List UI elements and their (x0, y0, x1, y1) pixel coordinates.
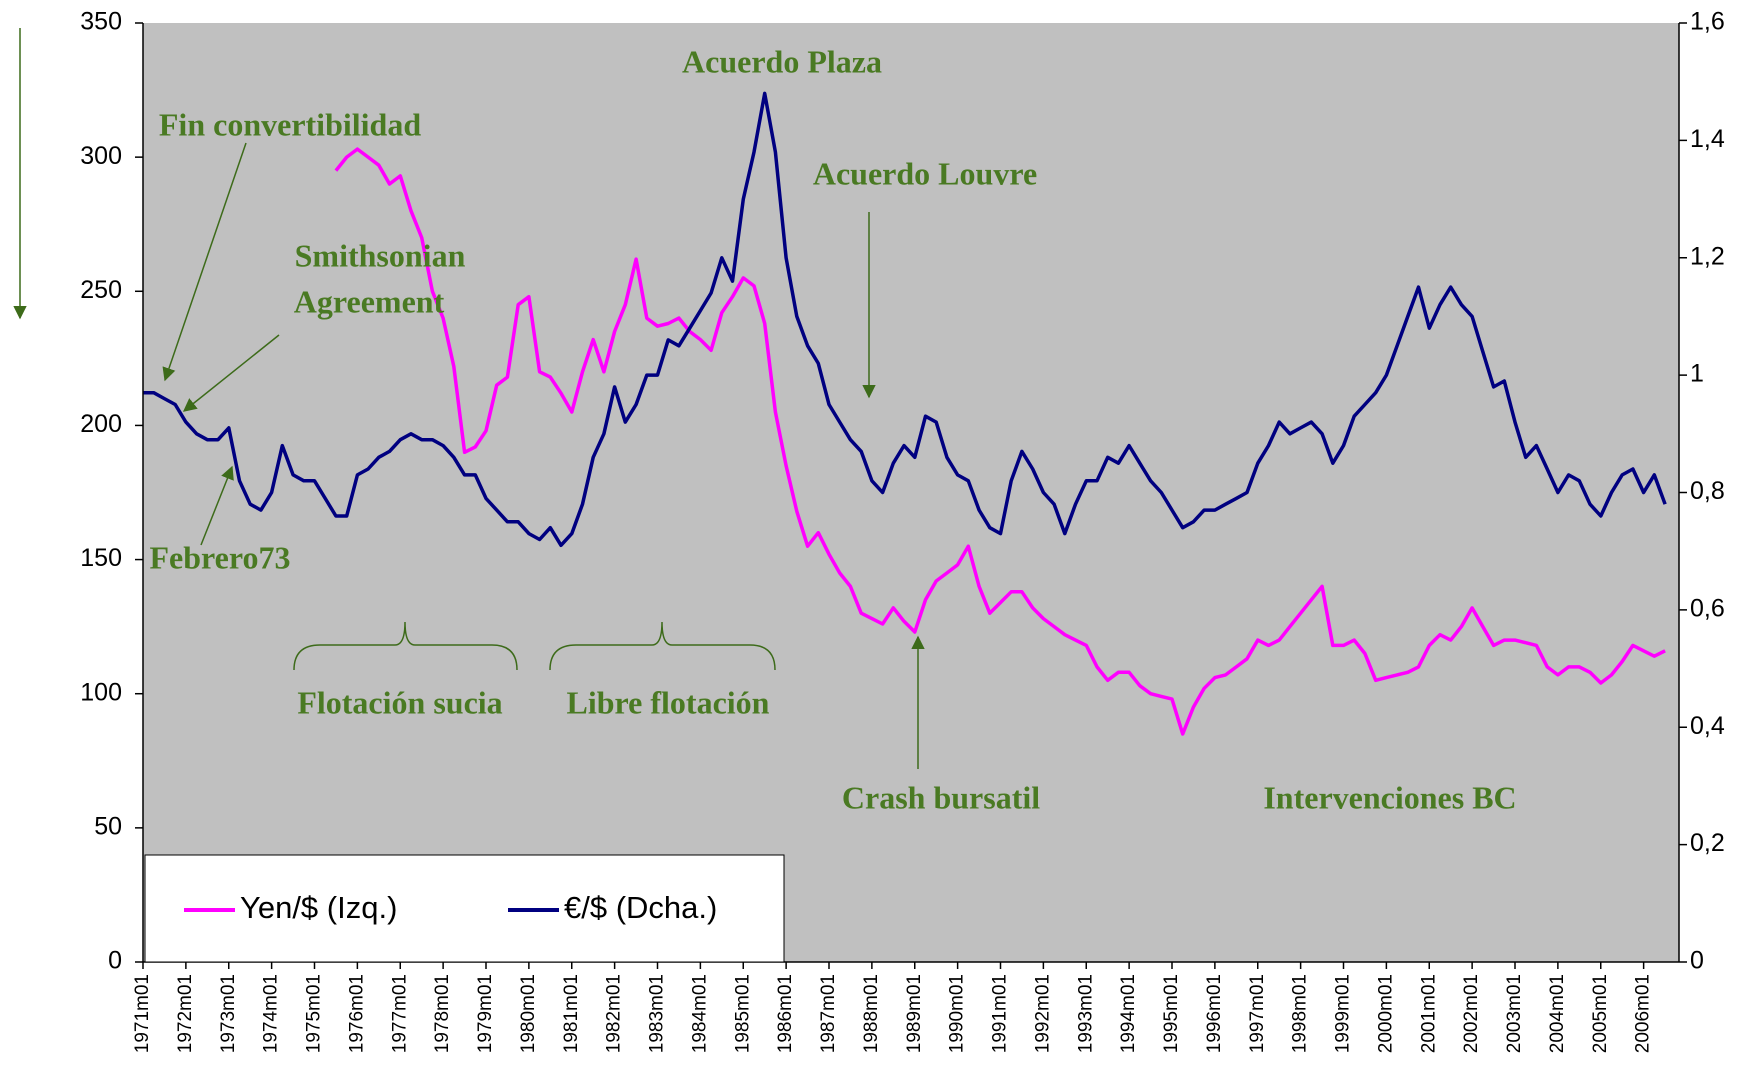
annotation: Acuerdo Plaza (682, 43, 882, 79)
x-tick-label: 1980m01 (518, 974, 539, 1053)
y-tick-label: 150 (80, 544, 122, 572)
annotation: Libre flotación (567, 684, 770, 720)
x-tick-label: 2002m01 (1461, 974, 1482, 1053)
y2-tick-label: 0,8 (1690, 477, 1725, 505)
annotation: Flotación sucia (297, 684, 502, 720)
y-tick-label: 50 (94, 812, 122, 840)
x-tick-label: 1979m01 (475, 974, 496, 1053)
arrow (200, 465, 234, 546)
y-tick-label: 300 (80, 142, 122, 170)
x-tick-label: 1995m01 (1161, 974, 1182, 1053)
x-tick-label: 1987m01 (818, 974, 839, 1053)
x-tick-label: 1999m01 (1333, 974, 1354, 1053)
x-tick-label: 1992m01 (1032, 974, 1053, 1053)
x-tick-label: 1991m01 (990, 974, 1011, 1053)
x-tick-label: 2000m01 (1375, 974, 1396, 1053)
x-tick-label: 1996m01 (1204, 974, 1225, 1053)
x-tick-label: 1998m01 (1290, 974, 1311, 1053)
x-tick-label: 2006m01 (1633, 974, 1654, 1053)
x-tick-label: 1972m01 (175, 974, 196, 1053)
y-tick-label: 350 (80, 8, 122, 36)
y2-tick-label: 1 (1690, 360, 1704, 388)
x-tick-label: 1990m01 (947, 974, 968, 1053)
legend-box (144, 854, 785, 963)
x-tick-label: 2003m01 (1504, 974, 1525, 1053)
x-tick-label: 2004m01 (1547, 974, 1568, 1053)
arrow (182, 334, 280, 412)
x-tick-label: 1976m01 (346, 974, 367, 1053)
x-tick-label: 1971m01 (132, 974, 153, 1053)
x-tick-label: 1983m01 (647, 974, 668, 1053)
annotation: Smithsonian (295, 237, 466, 273)
x-tick-label: 1984m01 (689, 974, 710, 1053)
annotation: Intervenciones BC (1263, 779, 1516, 815)
annotation: Crash bursatil (842, 779, 1040, 815)
series-line (334, 147, 1666, 736)
y-tick-label: 200 (80, 410, 122, 438)
x-tick-label: 1993m01 (1075, 974, 1096, 1053)
y2-tick-label: 0,4 (1690, 712, 1725, 740)
x-tick-label: 1975m01 (304, 974, 325, 1053)
annotation: Agreement (294, 283, 445, 319)
arrow (162, 142, 247, 382)
annotation: Acuerdo Louvre (813, 155, 1037, 191)
x-tick-label: 1986m01 (775, 974, 796, 1053)
series-line (143, 91, 1667, 548)
x-tick-label: 1981m01 (561, 974, 582, 1053)
x-tick-label: 1973m01 (218, 974, 239, 1053)
y2-tick-label: 0,2 (1690, 829, 1725, 857)
x-tick-label: 1994m01 (1118, 974, 1139, 1053)
brace (293, 621, 518, 671)
y2-tick-label: 1,4 (1690, 125, 1725, 153)
x-tick-label: 2005m01 (1590, 974, 1611, 1053)
y2-tick-label: 1,2 (1690, 242, 1725, 270)
plot-area (143, 23, 1679, 962)
y2-tick-label: 1,6 (1690, 8, 1725, 36)
x-tick-label: 1997m01 (1247, 974, 1268, 1053)
legend-label: €/$ (Dcha.) (564, 890, 717, 925)
y2-tick-label: 0 (1690, 947, 1704, 975)
annotation: Fin convertibilidad (159, 106, 421, 142)
annotation: Febrero73 (150, 539, 291, 575)
x-tick-label: 1974m01 (261, 974, 282, 1053)
x-tick-label: 1988m01 (861, 974, 882, 1053)
y-tick-label: 0 (108, 947, 122, 975)
legend-label: Yen/$ (Izq.) (240, 890, 397, 925)
annotation-arrows (13, 28, 925, 769)
y2-tick-label: 0,6 (1690, 594, 1725, 622)
x-tick-label: 1982m01 (604, 974, 625, 1053)
brace (549, 621, 776, 671)
x-tick-label: 1977m01 (389, 974, 410, 1053)
x-tick-label: 1985m01 (732, 974, 753, 1053)
x-tick-label: 1989m01 (904, 974, 925, 1053)
x-tick-label: 2001m01 (1418, 974, 1439, 1053)
legend (144, 854, 785, 963)
y-tick-label: 250 (80, 276, 122, 304)
y-tick-label: 100 (80, 678, 122, 706)
x-tick-label: 1978m01 (432, 974, 453, 1053)
